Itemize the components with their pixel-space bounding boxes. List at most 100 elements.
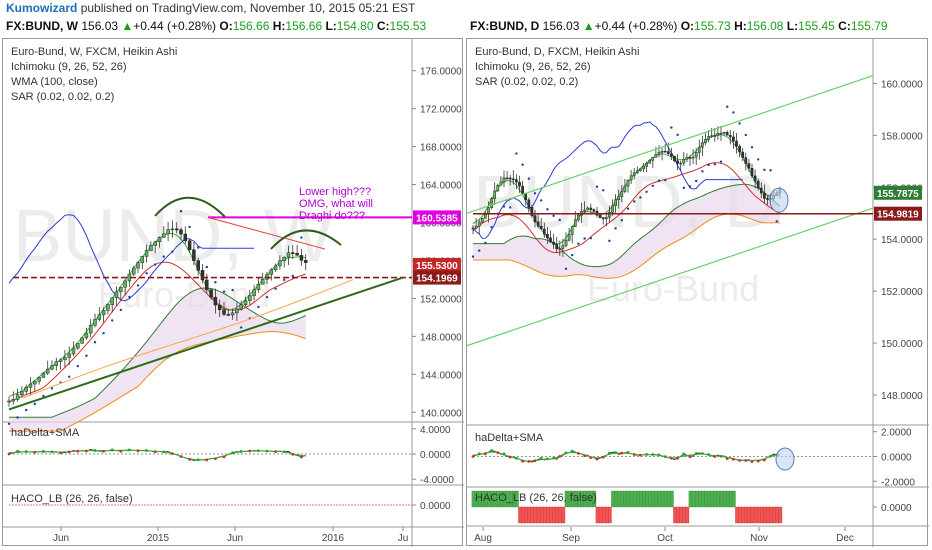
weekly-legend-wma[interactable]: WMA (100, close) — [11, 76, 98, 88]
daily-legend-ichimoku[interactable]: Ichimoku (9, 26, 52, 26) — [475, 61, 591, 73]
l-candle-45 — [200, 270, 205, 281]
right-last: 156.03 — [542, 19, 580, 33]
weekly-chart-panel[interactable]: BUND, W Euro-Bund 176.0000 172.0000 168.00… — [2, 38, 464, 547]
l-sub1-dot-14 — [67, 450, 71, 454]
r-sub1-dot-78 — [713, 455, 717, 458]
l-candle-21 — [97, 314, 102, 320]
r-haco-bar-22 — [539, 506, 544, 524]
r-candle-58 — [651, 157, 655, 161]
r-candle-52 — [632, 172, 636, 177]
r-candle-81 — [722, 131, 726, 134]
l-ytick-label-6: 152.0000 — [420, 294, 462, 305]
l-sub1-dot-62 — [274, 450, 277, 454]
l-candle-57 — [252, 289, 256, 296]
l-sar-dot-8 — [42, 394, 45, 398]
r-price-label-0: 155.7875 — [877, 189, 919, 200]
weekly-main-plot — [7, 196, 412, 432]
daily-chart-panel[interactable]: BUND, D Euro-Bund 160.0000158.0000156.00… — [466, 38, 929, 547]
daily-hadelta-label[interactable]: haDelta+SMA — [475, 432, 544, 444]
author-name[interactable]: Kumowizard — [6, 1, 78, 15]
r-candle-75 — [704, 139, 707, 143]
r-haco-bar-66 — [676, 506, 680, 524]
r-haco-bar-49 — [623, 490, 628, 508]
r-haco-bar-78 — [713, 490, 718, 508]
r-sub1-dot-32 — [570, 449, 574, 453]
r-candle-95 — [766, 198, 769, 200]
weekly-legend-sar[interactable]: SAR (0.02, 0.02, 0.2) — [11, 91, 115, 103]
weekly-legend-title[interactable]: Euro-Bund, W, FXCM, Heikin Ashi — [11, 46, 178, 58]
r-sar-dot-98 — [775, 220, 778, 223]
r-sar-dot-84 — [732, 111, 735, 114]
r-haco-bar-90 — [750, 506, 755, 524]
r-sub1-dot-66 — [676, 456, 679, 460]
r-candle-43 — [604, 216, 608, 220]
l-price-label-bg-1 — [413, 257, 461, 272]
r-candle-20 — [533, 215, 537, 223]
r-sub1-dot-44 — [608, 451, 611, 455]
l-candle-24 — [110, 297, 114, 305]
l-candle-11 — [54, 361, 59, 366]
l-sub1-dot-56 — [248, 449, 252, 453]
r-sar-dot-90 — [750, 146, 754, 149]
r-haco-bar-64 — [670, 490, 674, 508]
weekly-hadelta-label[interactable]: haDelta+SMA — [11, 427, 80, 439]
r-haco-bar-58 — [651, 490, 656, 508]
daily-legend-title[interactable]: Euro-Bund, D, FXCM, Heikin Ashi — [475, 46, 640, 58]
r-sar-dot-66 — [676, 133, 679, 137]
l-xtick-label-1: 2015 — [147, 533, 170, 544]
r-haco-bar-48 — [620, 490, 625, 508]
annotation-line-1: Lower high??? — [299, 186, 371, 198]
r-candle-90 — [750, 168, 754, 177]
l-candle-51 — [226, 314, 231, 316]
r-sub1-dot-24 — [546, 457, 549, 461]
left-o-label: O: — [219, 19, 233, 33]
r-candle-33 — [573, 219, 577, 227]
right-c-label: C: — [838, 19, 851, 33]
r-sub1-dot-60 — [657, 453, 661, 457]
daily-chart-svg[interactable]: BUND, D Euro-Bund 160.0000158.0000156.00… — [467, 39, 929, 547]
weekly-legend-ichimoku[interactable]: Ichimoku (9, 26, 52, 26) — [11, 61, 127, 73]
r-sar-dot-30 — [564, 267, 568, 270]
r-haco-bar-43 — [605, 506, 609, 524]
r-sub1-dot-54 — [639, 453, 642, 457]
r-haco-bar-21 — [536, 506, 541, 524]
r-candle-87 — [741, 151, 745, 158]
l-sub1-dot-34 — [153, 450, 157, 454]
r-sar-dot-48 — [620, 219, 623, 222]
r-candle-88 — [744, 157, 748, 164]
l-candle-34 — [153, 241, 157, 246]
r-candle-38 — [589, 207, 593, 210]
r-haco-bar-44 — [608, 506, 612, 524]
weekly-chart-svg[interactable]: BUND, W Euro-Bund 176.0000172.0000168.00… — [3, 39, 464, 547]
r-candle-6 — [490, 198, 493, 208]
r-sar-dot-22 — [540, 199, 543, 202]
l-sar-dot-60 — [265, 295, 269, 299]
l-sar-dot-66 — [291, 274, 294, 278]
r-candle-59 — [654, 154, 658, 158]
r-haco-bar-51 — [629, 490, 634, 508]
r-haco-bar-87 — [741, 506, 745, 524]
weekly-haco-label[interactable]: HACO_LB (26, 26, false) — [11, 493, 133, 505]
l-candle-41 — [183, 233, 188, 242]
r-candle-15 — [518, 181, 521, 187]
right-o-label: O: — [680, 19, 695, 33]
r-sar-dot-76 — [707, 163, 710, 167]
r-sub1-dot-50 — [626, 451, 630, 454]
r-ytick-label-4: 152.0000 — [881, 287, 923, 298]
r-sar-dot-20 — [533, 192, 537, 195]
l-tenkan — [8, 232, 306, 398]
r-candle-73 — [697, 146, 701, 153]
l-candle-38 — [170, 228, 175, 231]
l-candle-6 — [33, 380, 37, 385]
l-candle-7 — [37, 377, 41, 382]
r-haco-bar-76 — [707, 490, 711, 508]
l-sar-dot-2 — [16, 416, 19, 419]
r-candle-86 — [738, 145, 741, 153]
l-candle-32 — [144, 250, 149, 257]
daily-haco-label[interactable]: HACO_LB (26, 26, false) — [475, 492, 597, 504]
daily-legend-sar[interactable]: SAR (0.02, 0.02, 0.2) — [475, 76, 579, 88]
r-sar-dot-18 — [527, 177, 530, 180]
l-candle-43 — [192, 249, 196, 261]
r-sar-dot-28 — [558, 218, 561, 222]
r-haco-bar-71 — [691, 490, 696, 508]
